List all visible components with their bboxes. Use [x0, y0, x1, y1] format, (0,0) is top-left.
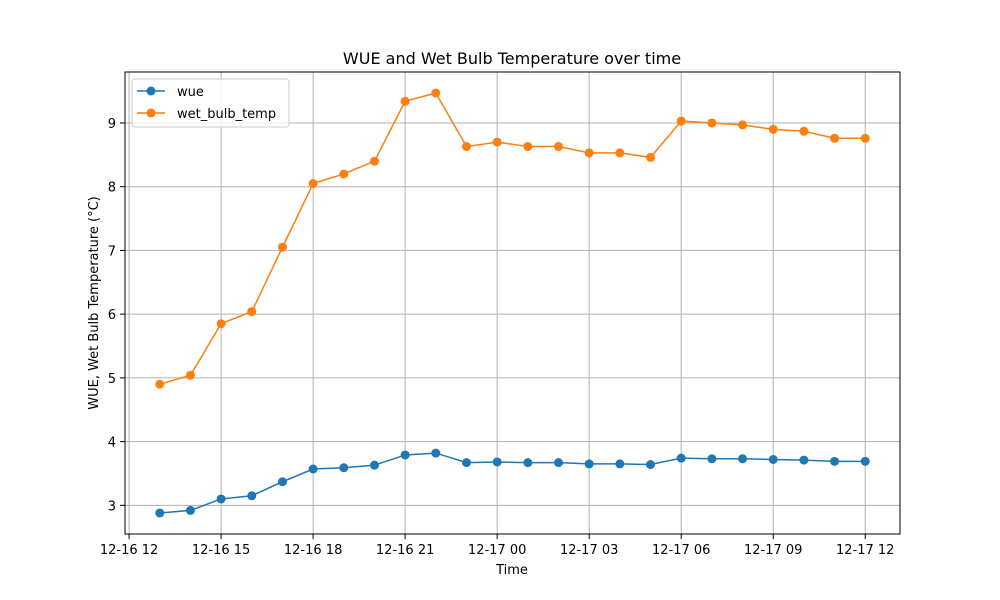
- series-wet_bulb_temp: [155, 88, 870, 389]
- data-point: [799, 126, 809, 136]
- data-point: [676, 116, 686, 126]
- y-tick-label: 6: [108, 308, 116, 323]
- legend-item: wue: [137, 85, 204, 100]
- legend-label: wue: [177, 85, 204, 100]
- data-point: [400, 96, 410, 106]
- data-point: [646, 460, 656, 470]
- data-point: [308, 464, 318, 474]
- y-tick-label: 7: [108, 244, 116, 259]
- data-point: [431, 448, 441, 458]
- series-line: [159, 452, 866, 514]
- x-tick-label: 12-16 15: [192, 543, 250, 558]
- legend-item: wet_bulb_temp: [137, 107, 276, 122]
- data-point: [431, 88, 441, 98]
- data-point: [155, 508, 165, 518]
- data-point: [185, 505, 195, 515]
- data-point: [584, 459, 594, 469]
- data-point: [676, 453, 686, 463]
- y-tick-label: 4: [108, 436, 116, 451]
- series-layer: [155, 88, 870, 518]
- data-point: [707, 118, 717, 128]
- data-point: [492, 137, 502, 147]
- data-point: [768, 124, 778, 134]
- x-tick-label: 12-17 06: [652, 543, 710, 558]
- data-point: [830, 133, 840, 143]
- x-tick-label: 12-16 21: [376, 543, 434, 558]
- data-point: [155, 379, 165, 389]
- chart-title: WUE and Wet Bulb Temperature over time: [343, 49, 681, 68]
- data-point: [461, 458, 471, 468]
- series-wue: [155, 448, 870, 518]
- data-point: [216, 319, 226, 329]
- x-tick-label: 12-17 12: [836, 543, 894, 558]
- data-point: [554, 458, 564, 468]
- data-point: [738, 454, 748, 464]
- x-tick-label: 12-16 12: [100, 543, 158, 558]
- legend-box: [131, 78, 290, 128]
- x-axis: 12-16 12 12-16 15 12-16 18 12-16 21 12-17 00…: [100, 534, 894, 558]
- data-point: [738, 120, 748, 130]
- data-point: [584, 148, 594, 158]
- data-point: [247, 307, 257, 317]
- data-point: [707, 454, 717, 464]
- y-tick-label: 3: [108, 499, 116, 514]
- x-axis-label: Time: [495, 563, 528, 578]
- y-axis-label: WUE, Wet Bulb Temperature (°C): [87, 196, 102, 410]
- data-point: [308, 179, 318, 189]
- data-point: [369, 460, 379, 470]
- data-point: [339, 169, 349, 179]
- legend-marker: [146, 108, 156, 118]
- y-tick-label: 8: [108, 181, 116, 196]
- data-point: [277, 477, 287, 487]
- x-tick-label: 12-17 09: [744, 543, 802, 558]
- plot-frame: [124, 71, 901, 535]
- data-point: [339, 463, 349, 473]
- data-point: [830, 456, 840, 466]
- data-point: [615, 459, 625, 469]
- data-point: [277, 242, 287, 252]
- y-tick-label: 5: [108, 372, 116, 387]
- y-tick-label: 9: [108, 117, 116, 132]
- x-tick-label: 12-17 00: [468, 543, 526, 558]
- series-line: [159, 92, 866, 385]
- data-point: [799, 455, 809, 465]
- data-point: [461, 142, 471, 152]
- legend-label: wet_bulb_temp: [177, 107, 276, 122]
- legend-marker: [146, 86, 156, 96]
- data-point: [369, 156, 379, 166]
- data-point: [860, 133, 870, 143]
- data-point: [523, 142, 533, 152]
- x-tick-label: 12-17 03: [560, 543, 618, 558]
- x-tick-label: 12-16 18: [284, 543, 342, 558]
- data-point: [646, 152, 656, 162]
- legend: wue wet_bulb_temp: [131, 78, 290, 128]
- data-point: [400, 450, 410, 460]
- data-point: [247, 491, 257, 501]
- data-point: [860, 456, 870, 466]
- data-point: [492, 457, 502, 467]
- data-point: [554, 142, 564, 152]
- data-point: [216, 494, 226, 504]
- data-point: [615, 148, 625, 158]
- grid: [125, 72, 900, 534]
- data-point: [523, 458, 533, 468]
- data-point: [768, 454, 778, 464]
- y-axis: 3 4 5 6 7 8 9: [108, 117, 125, 514]
- data-point: [185, 370, 195, 380]
